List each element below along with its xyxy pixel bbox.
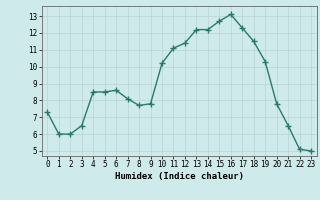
X-axis label: Humidex (Indice chaleur): Humidex (Indice chaleur): [115, 172, 244, 181]
